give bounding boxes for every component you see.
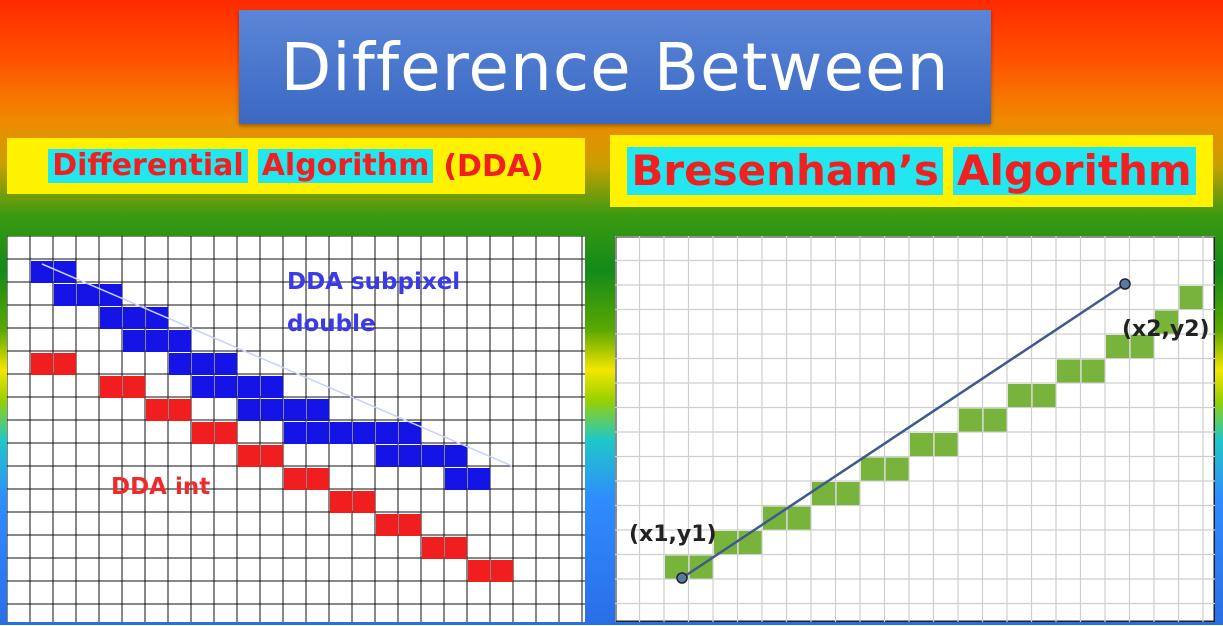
bresenham-pixel — [787, 506, 811, 530]
dda-subpixel-cell — [445, 445, 467, 467]
dda-diagram: DDA subpixel double DDA int — [6, 235, 585, 622]
page-title: Difference Between — [280, 28, 950, 106]
dda-subpixel-cell — [238, 376, 260, 398]
dda-int-cell — [307, 468, 329, 490]
bresenham-heading-word-2: Algorithm — [952, 146, 1196, 196]
bresenham-pixel — [885, 457, 909, 481]
dda-subpixel-cell — [376, 422, 398, 444]
dda-subpixel-label-2: double — [287, 311, 376, 337]
dda-subpixel-cell — [284, 422, 306, 444]
bresenham-pixel — [983, 408, 1007, 432]
bresenham-pixel — [959, 408, 982, 432]
bresenham-pixel — [1032, 384, 1056, 407]
dda-subpixel-cell — [100, 307, 122, 329]
bresenham-diagram: (x1,y1) (x2,y2) — [614, 235, 1216, 623]
dda-heading-word-2: Algorithm — [257, 148, 434, 184]
dda-subpixel-cell — [307, 399, 329, 421]
dda-subpixel-cell — [169, 353, 191, 375]
dda-subpixel-cell — [376, 445, 398, 467]
bresenham-pixel — [1130, 335, 1154, 358]
dda-subpixel-cell — [422, 445, 444, 467]
dda-subpixel-cell — [284, 399, 306, 421]
dda-int-cell — [54, 353, 76, 375]
start-point — [676, 572, 688, 584]
dda-int-cell — [146, 399, 168, 421]
end-point — [1119, 278, 1131, 290]
dda-heading-word-1: Differential — [48, 148, 248, 184]
bresenham-pixel — [1057, 359, 1080, 383]
dda-int-cell — [468, 560, 490, 582]
bresenham-pixel — [1008, 384, 1031, 407]
dda-subpixel-cell — [146, 307, 168, 329]
bresenham-heading-word-1: Bresenham’s — [627, 146, 943, 196]
dda-subpixel-cell — [215, 376, 237, 398]
bresenham-line — [681, 282, 1126, 580]
dda-subpixel-cell — [468, 468, 490, 490]
bresenham-pixel — [934, 433, 958, 456]
dda-subpixel-cell — [146, 330, 168, 352]
start-point-label: (x1,y1) — [629, 522, 717, 547]
dda-subpixel-cell — [54, 261, 76, 283]
dda-int-cell — [123, 376, 145, 398]
dda-subpixel-cell — [215, 353, 237, 375]
dda-subpixel-cell — [399, 445, 421, 467]
dda-int-cell — [261, 445, 283, 467]
dda-int-cell — [284, 468, 306, 490]
dda-heading: Differential Algorithm (DDA) — [7, 138, 585, 194]
dda-subpixel-cell — [169, 330, 191, 352]
dda-subpixel-label-1: DDA subpixel — [287, 269, 460, 295]
dda-subpixel-cell — [261, 376, 283, 398]
bresenham-pixel — [1155, 310, 1178, 334]
dda-subpixel-cell — [192, 353, 214, 375]
dda-int-cell — [238, 445, 260, 467]
bresenham-diagram-panel: (x1,y1) (x2,y2) — [614, 235, 1216, 623]
dda-subpixel-cell — [54, 284, 76, 306]
bresenham-pixel — [1081, 359, 1105, 383]
dda-heading-word-3: (DDA) — [443, 148, 544, 184]
dda-subpixel-cell — [330, 422, 352, 444]
dda-subpixel-cell — [353, 422, 375, 444]
dda-int-cell — [215, 422, 237, 444]
bresenham-heading: Bresenham’s Algorithm — [610, 135, 1213, 207]
dda-subpixel-cell — [192, 376, 214, 398]
bresenham-pixel — [836, 482, 860, 505]
dda-int-cell — [353, 491, 375, 513]
dda-subpixel-cell — [307, 422, 329, 444]
title-banner: Difference Between — [239, 10, 991, 124]
bresenham-pixel — [910, 433, 933, 456]
bresenham-pixel — [738, 531, 762, 554]
dda-int-cell — [491, 560, 513, 582]
dda-int-cell — [422, 537, 444, 559]
end-point-label: (x2,y2) — [1122, 317, 1210, 342]
dda-int-cell — [31, 353, 53, 375]
dda-int-cell — [399, 514, 421, 536]
dda-subpixel-cell — [445, 468, 467, 490]
bresenham-pixel — [1179, 286, 1203, 309]
bresenham-pixel — [1106, 335, 1129, 358]
dda-int-label: DDA int — [111, 474, 210, 500]
dda-subpixel-cell — [261, 399, 283, 421]
dda-subpixel-cell — [399, 422, 421, 444]
dda-int-cell — [376, 514, 398, 536]
dda-diagram-panel: DDA subpixel double DDA int — [6, 235, 585, 622]
dda-int-cell — [100, 376, 122, 398]
dda-subpixel-cell — [238, 399, 260, 421]
dda-subpixel-cell — [100, 284, 122, 306]
bresenham-pixel — [714, 531, 737, 554]
dda-subpixel-cell — [123, 307, 145, 329]
dda-ideal-line — [41, 263, 513, 467]
dda-int-cell — [330, 491, 352, 513]
dda-subpixel-cell — [123, 330, 145, 352]
dda-int-cell — [192, 422, 214, 444]
dda-int-cell — [445, 537, 467, 559]
dda-subpixel-cell — [77, 284, 99, 306]
bresenham-pixel — [861, 457, 884, 481]
dda-int-cell — [169, 399, 191, 421]
